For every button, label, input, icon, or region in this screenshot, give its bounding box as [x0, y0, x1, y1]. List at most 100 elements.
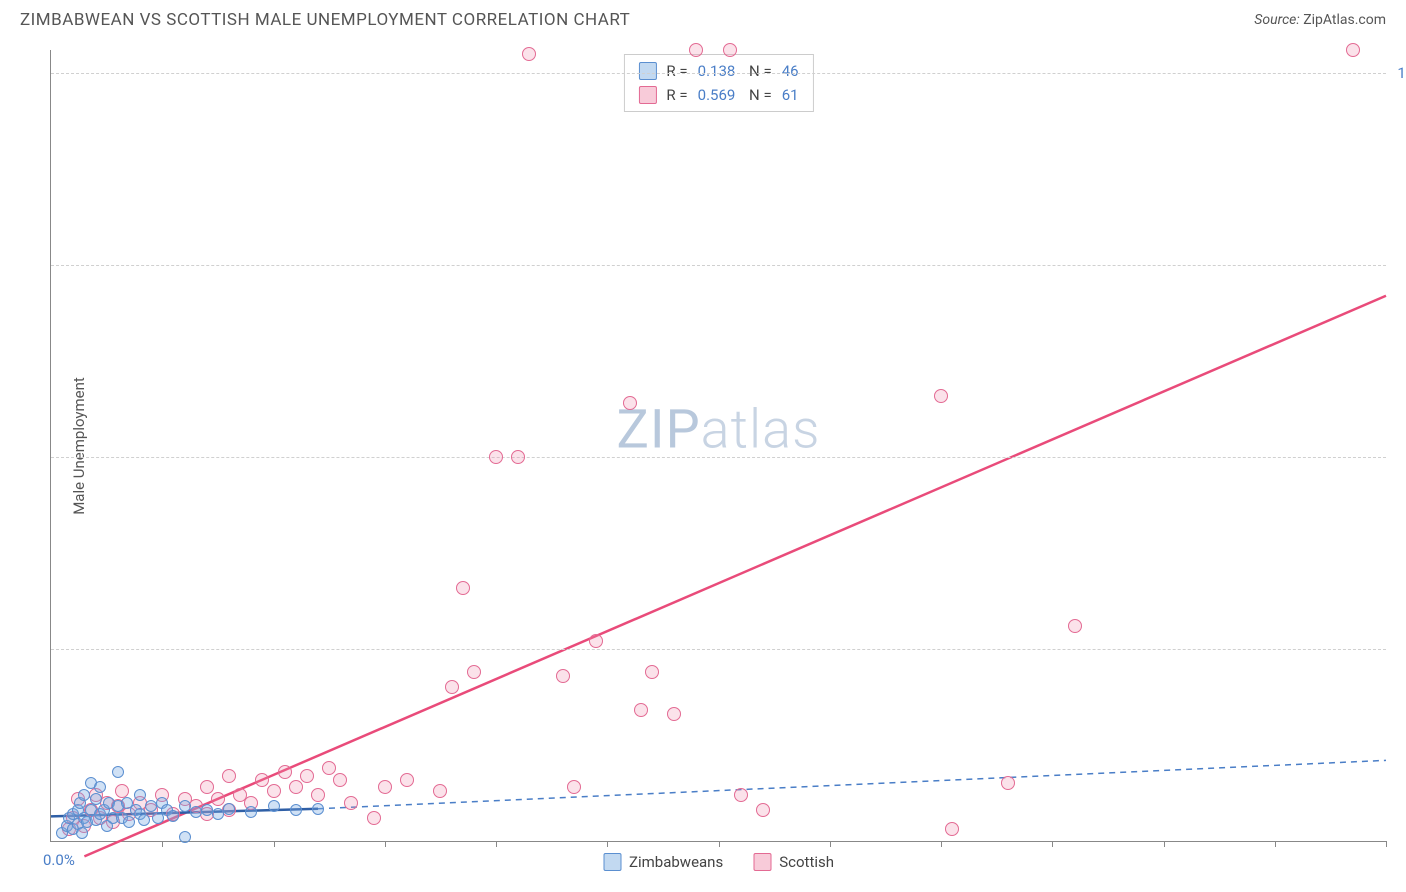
x-tick — [1275, 841, 1276, 847]
r-label: R = — [666, 59, 687, 83]
r-value-pink: 0.569 — [698, 83, 736, 107]
data-point — [445, 680, 459, 694]
data-point — [211, 792, 225, 806]
plot-container: Male Unemployment ZIPatlas R = 0.138 N =… — [50, 50, 1386, 842]
legend-label: Scottish — [779, 853, 834, 871]
x-origin-label: 0.0% — [43, 851, 75, 869]
data-point — [311, 788, 325, 802]
data-point — [456, 581, 470, 595]
x-tick — [1052, 841, 1053, 847]
data-point — [123, 816, 135, 828]
data-point — [522, 47, 536, 61]
data-point — [556, 669, 570, 683]
n-label: N = — [745, 59, 771, 83]
gridline — [51, 265, 1386, 266]
scatter-plot: ZIPatlas R = 0.138 N = 46 R = 0.569 N = … — [50, 50, 1386, 842]
data-point — [200, 780, 214, 794]
n-label: N = — [745, 83, 771, 107]
swatch-pink-icon — [638, 86, 656, 104]
gridline — [51, 649, 1386, 650]
data-point — [1068, 619, 1082, 633]
data-point — [689, 43, 703, 57]
data-point — [222, 769, 236, 783]
data-point — [322, 761, 336, 775]
data-point — [138, 814, 150, 826]
x-tick — [162, 841, 163, 847]
chart-source: Source: ZipAtlas.com — [1254, 12, 1386, 28]
legend-row-pink: R = 0.569 N = 61 — [638, 83, 798, 107]
data-point — [179, 831, 191, 843]
data-point — [90, 793, 102, 805]
x-tick — [385, 841, 386, 847]
data-point — [634, 703, 648, 717]
x-tick — [1164, 841, 1165, 847]
data-point — [400, 773, 414, 787]
data-point — [245, 806, 257, 818]
data-point — [223, 803, 235, 815]
legend-row-blue: R = 0.138 N = 46 — [638, 59, 798, 83]
data-point — [567, 780, 581, 794]
data-point — [212, 808, 224, 820]
legend-item-zimbabweans: Zimbabweans — [603, 853, 723, 871]
x-tick — [607, 841, 608, 847]
data-point — [734, 788, 748, 802]
data-point — [344, 796, 358, 810]
gridline — [51, 73, 1386, 74]
data-point — [289, 780, 303, 794]
correlation-legend: R = 0.138 N = 46 R = 0.569 N = 61 — [623, 54, 813, 112]
x-tick — [274, 841, 275, 847]
data-point — [1001, 776, 1015, 790]
x-tick — [830, 841, 831, 847]
data-point — [76, 827, 88, 839]
y-tick-label: 100.0% — [1397, 64, 1406, 82]
data-point — [367, 811, 381, 825]
data-point — [333, 773, 347, 787]
swatch-blue-icon — [638, 62, 656, 80]
data-point — [268, 800, 280, 812]
data-point — [378, 780, 392, 794]
source-label: Source: — [1254, 12, 1299, 28]
n-value-pink: 61 — [782, 83, 799, 107]
data-point — [723, 43, 737, 57]
series-legend: Zimbabweans Scottish — [603, 853, 834, 871]
r-value-blue: 0.138 — [698, 59, 736, 83]
swatch-pink-icon — [753, 853, 771, 871]
data-point — [589, 634, 603, 648]
chart-title: ZIMBABWEAN VS SCOTTISH MALE UNEMPLOYMENT… — [20, 10, 630, 30]
data-point — [312, 803, 324, 815]
n-value-blue: 46 — [782, 59, 799, 83]
data-point — [94, 781, 106, 793]
data-point — [134, 789, 146, 801]
data-point — [489, 450, 503, 464]
swatch-blue-icon — [603, 853, 621, 871]
data-point — [112, 766, 124, 778]
watermark: ZIPatlas — [617, 398, 821, 461]
data-point — [645, 665, 659, 679]
x-tick — [719, 841, 720, 847]
data-point — [1346, 43, 1360, 57]
trend-lines — [51, 50, 1386, 841]
x-tick — [941, 841, 942, 847]
data-point — [433, 784, 447, 798]
data-point — [267, 784, 281, 798]
data-point — [934, 389, 948, 403]
legend-label: Zimbabweans — [629, 853, 723, 871]
data-point — [467, 665, 481, 679]
data-point — [945, 822, 959, 836]
x-tick — [1386, 841, 1387, 847]
x-tick — [496, 841, 497, 847]
gridline — [51, 457, 1386, 458]
data-point — [167, 810, 179, 822]
data-point — [511, 450, 525, 464]
data-point — [623, 396, 637, 410]
data-point — [255, 773, 269, 787]
legend-item-scottish: Scottish — [753, 853, 834, 871]
data-point — [290, 804, 302, 816]
source-value: ZipAtlas.com — [1303, 12, 1386, 28]
data-point — [300, 769, 314, 783]
data-point — [190, 806, 202, 818]
data-point — [667, 707, 681, 721]
data-point — [756, 803, 770, 817]
data-point — [278, 765, 292, 779]
r-label: R = — [666, 83, 687, 107]
